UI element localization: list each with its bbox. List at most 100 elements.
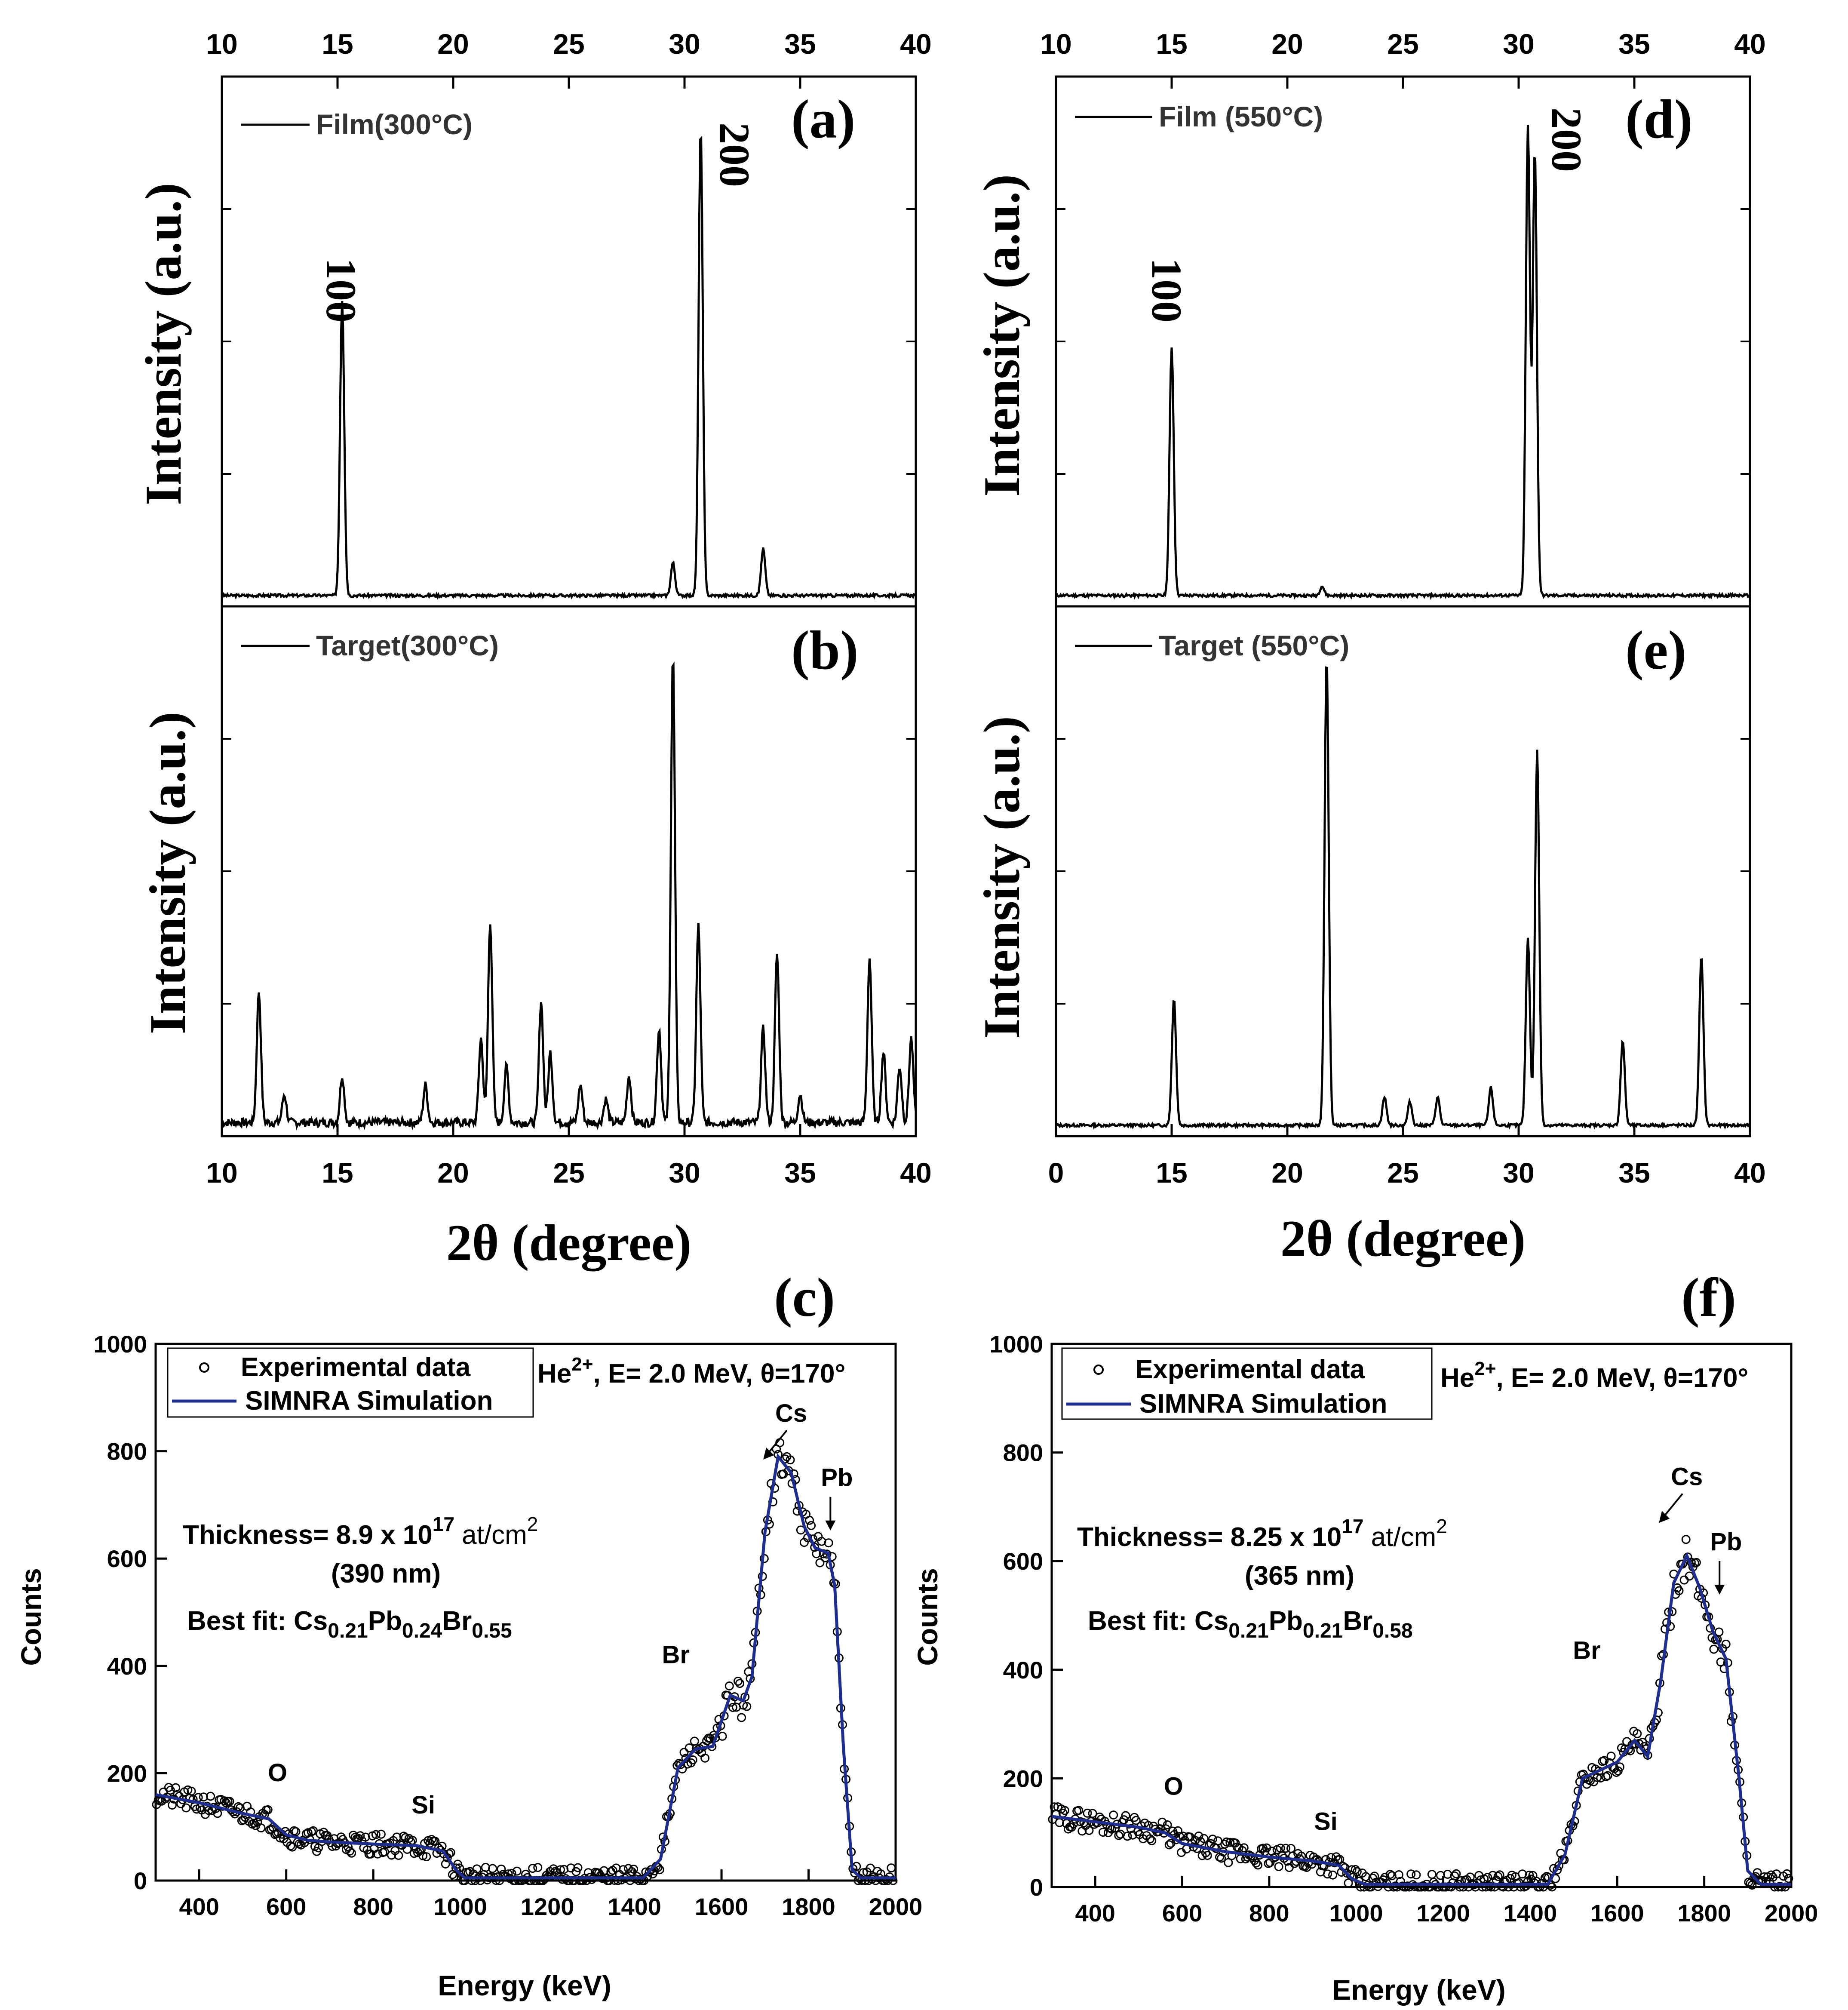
- panel-f-data-point: [1173, 1826, 1182, 1835]
- panel-d-x-tick-label: 10: [1040, 28, 1071, 60]
- panel-f-data-point: [1199, 1834, 1209, 1843]
- panel-c-x-tick-label: 1200: [521, 1893, 574, 1920]
- panel-f-data-point: [1599, 1756, 1609, 1765]
- panel-c-data-point: [472, 1864, 482, 1874]
- panel-c-data-point: [679, 1748, 689, 1757]
- panel-c-data-point: [850, 1868, 860, 1878]
- panel-f-data-point: [1098, 1828, 1108, 1837]
- panel-f-data-point: [1767, 1870, 1776, 1880]
- panel-c-data-point: [418, 1851, 428, 1860]
- panel-c-data-point: [685, 1743, 694, 1753]
- panel-e-x-axis-title: 2θ (degree): [1280, 1210, 1526, 1267]
- panel-c-x-tick-label: 800: [353, 1893, 393, 1920]
- panel-f-thickness-nm: (365 nm): [1245, 1561, 1354, 1591]
- panel-f-data-point: [1385, 1870, 1395, 1879]
- panel-c-data-point: [742, 1702, 752, 1711]
- panel-f-data-point: [1493, 1872, 1503, 1881]
- panel-c-data-point: [700, 1753, 710, 1763]
- panel-e-label: (e): [1625, 620, 1686, 681]
- panel-d-x-tick-label: 35: [1618, 28, 1650, 60]
- panel-e-x-tick-label: 25: [1387, 1157, 1418, 1189]
- panel-c-data-point: [371, 1830, 381, 1839]
- panel-c-cs-arrow-head: [763, 1447, 774, 1460]
- panel-c-data-point: [347, 1848, 356, 1858]
- panel-c-data-point: [225, 1797, 234, 1806]
- panel-b-x-axis-title: 2θ (degree): [446, 1214, 691, 1272]
- panel-f-y-tick-label: 600: [1003, 1548, 1043, 1575]
- panel-c-data-point: [256, 1823, 266, 1833]
- panel-f-data-point: [1521, 1881, 1531, 1891]
- panel-d-legend-label: Film (550°C): [1159, 101, 1323, 132]
- panel-c-data-point: [512, 1866, 522, 1876]
- panel-c-data-point: [199, 1792, 208, 1802]
- panel-b-legend-label: Target(300°C): [316, 630, 499, 661]
- panel-c-pb-arrow-head: [825, 1520, 836, 1531]
- panel-f-data-point: [1252, 1858, 1261, 1868]
- panel-b-x-tick-label: 40: [900, 1157, 931, 1189]
- panel-c-data-point: [430, 1837, 440, 1846]
- panel-f-data-point: [1277, 1851, 1287, 1861]
- panel-c-data-point: [394, 1850, 403, 1860]
- panel-f-data-point: [1370, 1872, 1379, 1881]
- panel-f-element-labels: O Si Br Cs Pb: [1164, 1463, 1742, 1835]
- panel-f-data-point: [1121, 1811, 1130, 1820]
- panel-c: (c) 400 600 800 1000 1200 1400 1600 1800 2000 0 20…: [15, 1267, 922, 2001]
- panel-f-simulation-line: [1051, 1552, 1791, 1886]
- panel-f-x-tick-label: 2000: [1765, 1899, 1818, 1927]
- panel-b-x-tick-label: 25: [553, 1157, 584, 1189]
- panel-f-data-point: [1083, 1808, 1092, 1818]
- panel-c-data-point: [573, 1863, 583, 1872]
- panel-e-x-tick-label: 20: [1271, 1157, 1303, 1189]
- panel-c-x-tick-label: 1800: [782, 1893, 835, 1920]
- panel-d-y-axis-title: Intensity (a.u.): [973, 174, 1030, 497]
- panel-f-x-tick-label: 1000: [1329, 1899, 1383, 1927]
- panel-f-data-point: [1328, 1870, 1338, 1880]
- panel-f-data-point: [1164, 1840, 1174, 1850]
- panel-d: 10 15 20 25 30 35 40 Film (550°C) (d) 100 200: [1040, 28, 1766, 608]
- panel-f-data-point: [1784, 1874, 1793, 1883]
- panel-f-legend-box: [1061, 1347, 1433, 1420]
- panel-f-data-point: [1633, 1729, 1642, 1738]
- panel-c-legend-sim: SIMNRA Simulation: [245, 1386, 493, 1416]
- panel-a-peak-label-100: 100: [317, 258, 365, 323]
- panel-f-data-point: [1782, 1869, 1792, 1878]
- panel-f-best-fit: Best fit: Cs0.21Pb0.21Br0.58: [1088, 1606, 1413, 1642]
- panel-f-data-point: [1691, 1558, 1701, 1567]
- panel-b: 10 15 20 25 30 35 40 Target(300°C) (b): [206, 605, 932, 1189]
- panel-c-element-label: Si: [411, 1791, 435, 1819]
- panel-c-element-label: Br: [662, 1641, 690, 1669]
- panel-c-data-point: [618, 1865, 628, 1875]
- panel-c-y-tick-label: 1000: [93, 1331, 147, 1358]
- panel-c-data-point: [734, 1676, 743, 1686]
- panel-f-data-point: [1465, 1872, 1475, 1882]
- panel-a-x-tick-label: 25: [553, 28, 584, 60]
- panel-f-data-point: [1203, 1851, 1212, 1860]
- panel-f-y-tick-label: 800: [1003, 1439, 1043, 1466]
- panel-f-data-point: [1123, 1832, 1132, 1841]
- panel-c-x-tick-label: 1400: [608, 1893, 661, 1920]
- panel-f-legend: Experimental data SIMNRA Simulation: [1061, 1347, 1433, 1420]
- panel-a-x-tick-label: 20: [437, 28, 469, 60]
- panel-c-x-tick-label: 400: [179, 1893, 219, 1920]
- panel-c-x-axis-title: Energy (keV): [438, 1970, 611, 2001]
- panel-e-trace: [1055, 666, 1751, 1130]
- panel-c-data-point: [786, 1455, 795, 1465]
- panel-f-data-point: [1194, 1832, 1203, 1841]
- panel-b-x-tick-label: 20: [437, 1157, 469, 1189]
- panel-b-label: (b): [791, 620, 858, 681]
- panel-f-data-point: [1352, 1867, 1362, 1876]
- panel-c-data-point: [166, 1786, 175, 1795]
- panel-c-data-point: [533, 1863, 543, 1872]
- panel-c-y-tick-label: 0: [134, 1867, 147, 1894]
- panel-c-data-point: [187, 1786, 196, 1796]
- panel-a-x-tick-label: 40: [900, 28, 931, 60]
- panel-f-data-point: [1615, 1762, 1624, 1772]
- panel-f-x-tick-label: 1400: [1504, 1899, 1557, 1927]
- panel-c-data-point: [497, 1864, 506, 1874]
- panel-f: (f) 400 600 800 1000 1200 1400 1600 1800 2000 0 20…: [912, 1267, 1818, 2006]
- panel-f-data-point: [1323, 1869, 1332, 1879]
- panel-e-x-tick-label: 35: [1618, 1157, 1650, 1189]
- panel-f-x-tick-label: 1800: [1677, 1899, 1731, 1927]
- panel-f-cs-arrow-head: [1659, 1511, 1670, 1523]
